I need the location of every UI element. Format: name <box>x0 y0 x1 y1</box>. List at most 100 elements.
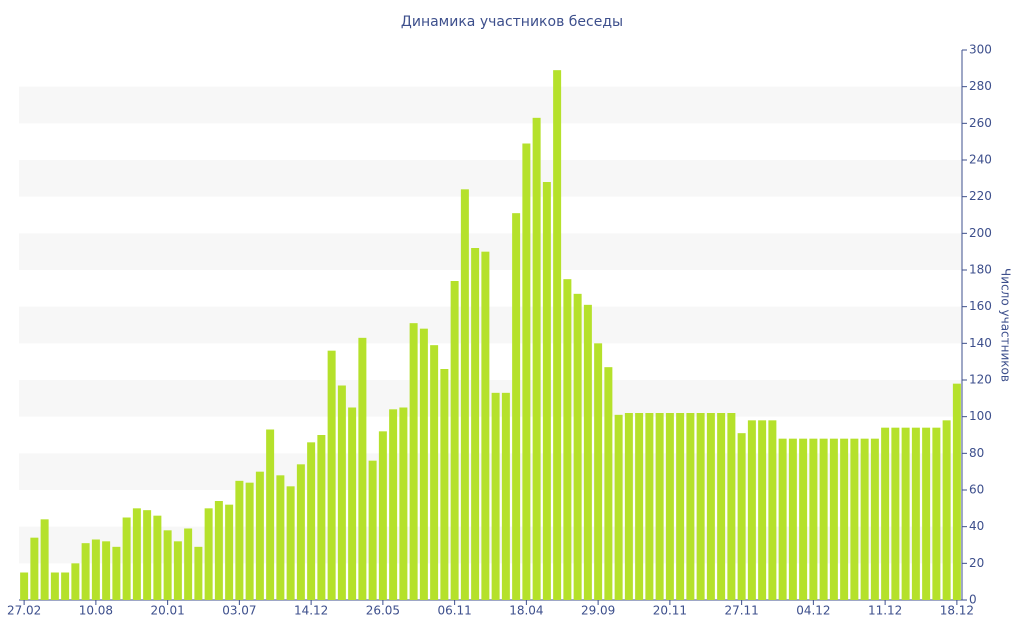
bar <box>583 304 592 600</box>
bar <box>378 431 387 600</box>
bar <box>676 413 685 600</box>
bar <box>286 486 295 600</box>
bar <box>532 117 541 600</box>
grid-band <box>19 233 962 270</box>
y-tick-label: 60 <box>969 483 984 497</box>
bar <box>809 438 818 600</box>
bar <box>665 413 674 600</box>
bar <box>419 328 428 600</box>
x-tick-label: 06.11 <box>437 604 471 618</box>
bar <box>942 420 951 600</box>
bar <box>61 572 70 600</box>
bar <box>307 442 316 600</box>
x-tick-label: 11.12 <box>868 604 902 618</box>
x-tick-label: 03.07 <box>222 604 256 618</box>
y-tick-label: 280 <box>969 79 992 93</box>
x-tick-label: 18.04 <box>509 604 543 618</box>
bar <box>81 543 90 600</box>
bar <box>788 438 797 600</box>
bar <box>337 385 346 600</box>
grid-band <box>19 160 962 197</box>
bar <box>901 427 910 600</box>
bar <box>563 279 572 600</box>
bar <box>501 392 510 600</box>
bar <box>635 413 644 600</box>
bar <box>850 438 859 600</box>
bar <box>255 471 264 600</box>
bar <box>358 337 367 600</box>
bar <box>153 515 162 600</box>
bar <box>512 213 521 600</box>
bar <box>573 293 582 600</box>
bar <box>399 407 408 600</box>
bar <box>522 143 531 600</box>
bar <box>952 383 961 600</box>
x-tick-label: 04.12 <box>796 604 830 618</box>
bar <box>368 460 377 600</box>
bar <box>409 323 418 600</box>
bar <box>235 480 244 600</box>
bar <box>225 504 234 600</box>
y-tick-label: 160 <box>969 299 992 313</box>
bar <box>737 433 746 600</box>
bar <box>870 438 879 600</box>
y-tick-label: 20 <box>969 556 984 570</box>
bar <box>173 541 182 600</box>
bar <box>204 508 213 600</box>
grid-band <box>19 380 962 417</box>
y-tick-label: 200 <box>969 226 992 240</box>
bar <box>450 281 459 600</box>
bar <box>594 343 603 600</box>
bar <box>768 420 777 600</box>
bar <box>727 413 736 600</box>
bar <box>686 413 695 600</box>
bar <box>911 427 920 600</box>
bar <box>132 508 141 600</box>
grid-band <box>19 86 962 124</box>
bar <box>112 546 121 600</box>
bar <box>184 528 193 600</box>
bar <box>471 248 480 600</box>
y-tick-label: 240 <box>969 153 992 167</box>
bar <box>440 369 449 600</box>
bar <box>430 345 439 600</box>
bar <box>542 182 551 600</box>
bar <box>645 413 654 600</box>
bar <box>829 438 838 600</box>
grid-band <box>19 306 962 344</box>
bar <box>696 413 705 600</box>
bar <box>122 517 131 600</box>
x-tick-label: 20.11 <box>653 604 687 618</box>
bar <box>102 541 111 600</box>
bar <box>799 438 808 600</box>
x-tick-label: 27.02 <box>7 604 41 618</box>
bar <box>296 464 305 600</box>
bar <box>245 482 254 600</box>
bar <box>460 189 469 601</box>
x-tick-label: 20.01 <box>150 604 184 618</box>
bar <box>30 537 39 600</box>
bar <box>706 413 715 600</box>
bar <box>758 420 767 600</box>
bar <box>491 392 500 600</box>
bar <box>214 501 223 600</box>
bar <box>881 427 890 600</box>
y-tick-label: 120 <box>969 373 992 387</box>
bar <box>348 407 357 600</box>
chart-title: Динамика участников беседы <box>401 14 623 30</box>
y-tick-label: 100 <box>969 409 992 423</box>
y-tick-label: 40 <box>969 519 984 533</box>
bar <box>840 438 849 600</box>
x-tick-label: 26.05 <box>366 604 400 618</box>
bar <box>819 438 828 600</box>
bar <box>317 435 326 600</box>
bar <box>922 427 931 600</box>
bar <box>932 427 941 600</box>
bar <box>389 409 398 600</box>
bar <box>71 563 80 600</box>
y-tick-label: 0 <box>969 593 977 607</box>
bar <box>194 546 203 600</box>
bar <box>717 413 726 600</box>
y-tick-label: 180 <box>969 263 992 277</box>
